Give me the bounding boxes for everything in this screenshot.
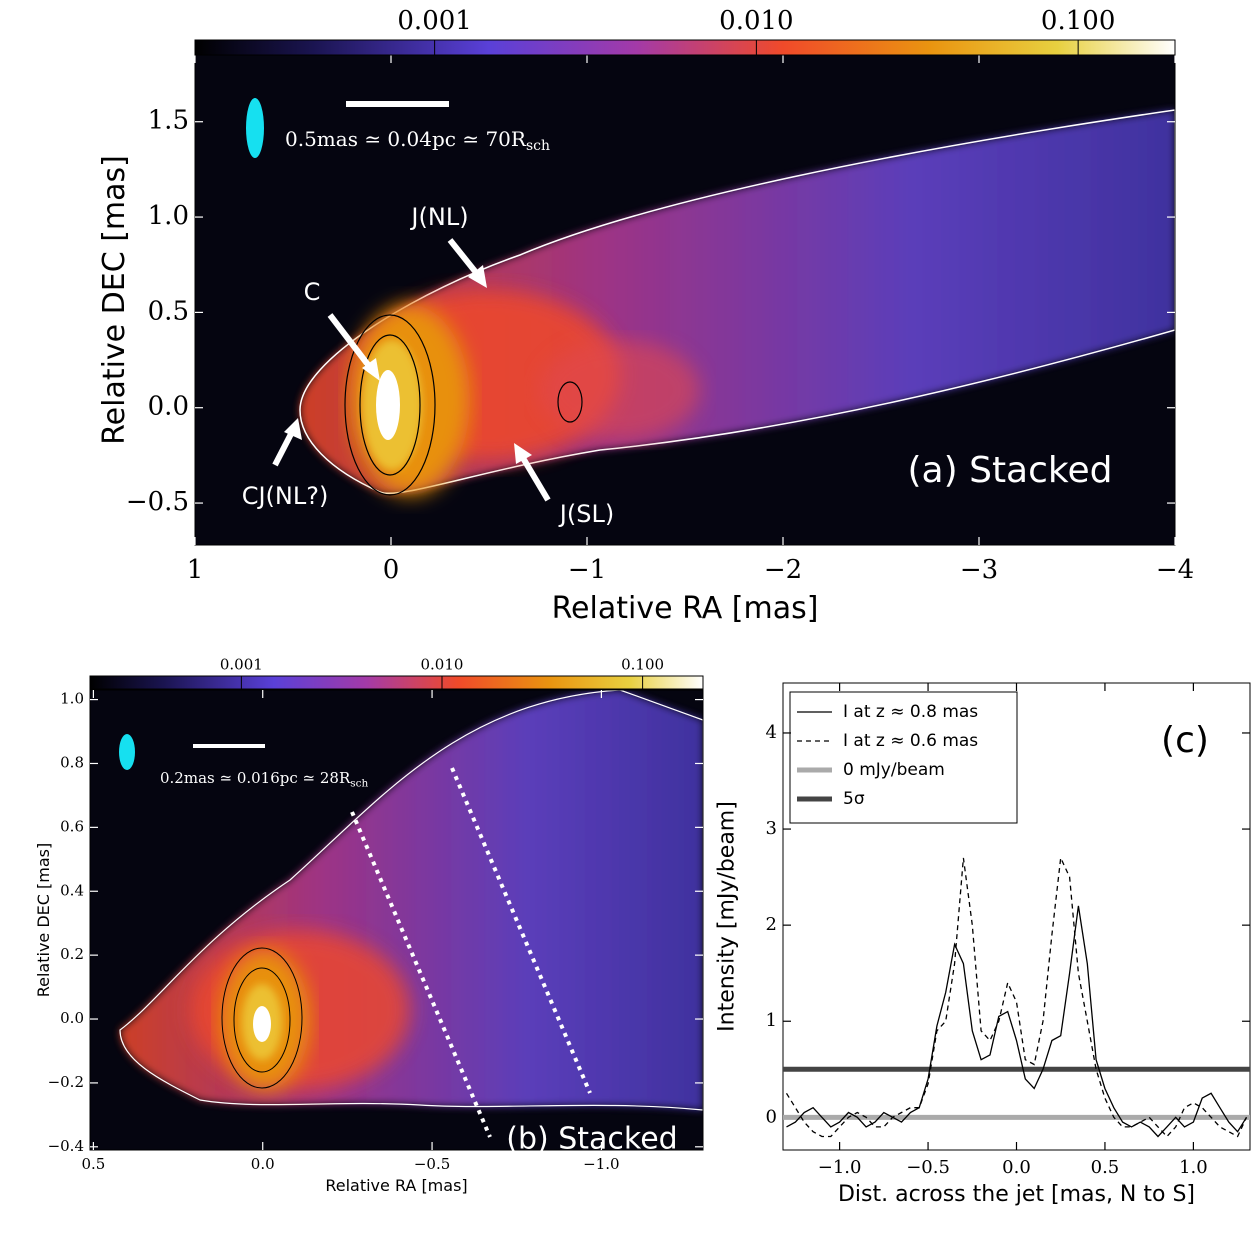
x-tick-label: −1.0: [818, 1157, 862, 1178]
y-tick-label: 1: [766, 1010, 777, 1031]
colorbar-tick-label: 0.100: [621, 656, 664, 674]
y-tick-label: 0: [766, 1106, 777, 1127]
colorbar-tick-label: 0.100: [1041, 6, 1115, 36]
y-tick-label: 1.5: [148, 106, 189, 136]
y-tick-label: 0.0: [60, 1009, 84, 1027]
legend-label: I at z ≈ 0.6 mas: [843, 731, 978, 751]
annotation: J(NL): [409, 203, 468, 231]
x-tick-label: −1.0: [583, 1155, 619, 1173]
panel-title: (c): [1161, 720, 1209, 761]
colorbar: [194, 39, 1176, 56]
panel-title: (a) Stacked: [908, 450, 1113, 491]
x-tick-label: 0.5: [81, 1155, 105, 1173]
y-tick-label: 0.4: [60, 881, 84, 899]
frame-b: [89, 689, 704, 1151]
scale-label-main: 0.2mas ≃ 0.016pc ≃ 28R: [160, 769, 351, 787]
x-tick-label: 0: [383, 555, 400, 585]
x-axis-label: Relative RA [mas]: [325, 1176, 467, 1195]
annotation: J(SL): [558, 500, 614, 528]
scale-label: 0.2mas ≃ 0.016pc ≃ 28Rsch: [160, 769, 369, 790]
x-tick-label: −2: [764, 555, 802, 585]
y-tick-label: 0.5: [148, 296, 189, 326]
x-tick-label: 0.0: [251, 1155, 275, 1173]
annotation: C: [304, 278, 321, 306]
y-tick-label: 0.8: [60, 753, 84, 771]
y-tick-label: 1.0: [60, 690, 84, 708]
y-tick-label: 0.0: [148, 392, 189, 422]
panel-title: (b) Stacked: [506, 1122, 677, 1157]
x-tick-label: 1: [187, 555, 204, 585]
x-tick-label: −0.5: [906, 1157, 950, 1178]
annotation: CJ(NL?): [242, 482, 329, 510]
y-tick-label: 3: [766, 818, 777, 839]
colorbar: [89, 675, 704, 690]
y-tick-label: 0.6: [60, 817, 84, 835]
scale-label-main: 0.5mas ≃ 0.04pc ≃ 70R: [285, 127, 527, 151]
series-line: [785, 855, 1248, 1138]
x-tick-label: −1: [568, 555, 606, 585]
x-axis-label: Relative RA [mas]: [552, 591, 819, 626]
image-a: [195, 55, 1175, 545]
colorbar-tick-label: 0.001: [397, 6, 471, 36]
x-tick-label: −4: [1156, 555, 1194, 585]
y-tick-label: −0.4: [48, 1137, 84, 1155]
colorbar-tick-label: 0.010: [719, 6, 793, 36]
colorbar-tick-label: 0.001: [220, 656, 263, 674]
y-axis-label: Intensity [mJy/beam]: [714, 801, 739, 1032]
image-b: [90, 690, 703, 1150]
x-tick-label: 0.0: [1002, 1157, 1031, 1178]
x-tick-label: 0.5: [1091, 1157, 1120, 1178]
colorbar-tick-label: 0.010: [421, 656, 464, 674]
y-tick-label: 1.0: [148, 201, 189, 231]
y-axis-label: Relative DEC [mas]: [34, 843, 53, 998]
series-line: [786, 905, 1248, 1138]
scale-label-sub: sch: [526, 138, 550, 154]
y-tick-label: −0.5: [126, 487, 189, 517]
legend-label: 0 mJy/beam: [843, 760, 945, 780]
legend-label: I at z ≈ 0.8 mas: [843, 702, 978, 722]
x-tick-label: 1.0: [1179, 1157, 1208, 1178]
y-tick-label: −0.2: [48, 1073, 84, 1091]
x-tick-label: −3: [960, 555, 998, 585]
x-axis-label: Dist. across the jet [mas, N to S]: [838, 1182, 1195, 1207]
x-tick-label: −0.5: [414, 1155, 450, 1173]
y-tick-label: 2: [766, 914, 777, 935]
y-tick-label: 0.2: [60, 945, 84, 963]
legend-label: 5σ: [843, 789, 865, 809]
y-axis-label: Relative DEC [mas]: [97, 155, 132, 445]
scale-label: 0.5mas ≃ 0.04pc ≃ 70Rsch: [285, 127, 550, 155]
y-tick-label: 4: [766, 722, 777, 743]
scale-label-sub: sch: [350, 778, 368, 790]
